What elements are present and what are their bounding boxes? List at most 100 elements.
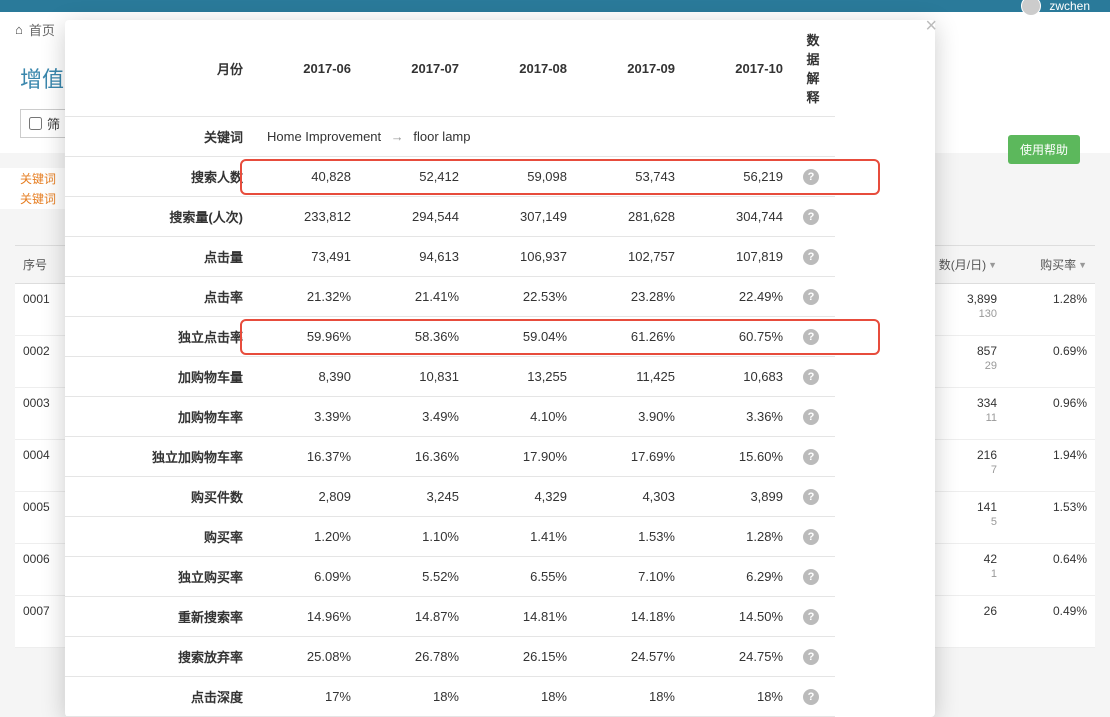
row-label: 购买件数	[65, 477, 255, 517]
row-value: 11,425	[579, 357, 687, 397]
row-seq: 0002	[15, 344, 65, 358]
th-col: 2017-06	[255, 20, 363, 117]
row-value: 6.55%	[471, 557, 579, 597]
row-label: 独立加购物车率	[65, 437, 255, 477]
th-month: 月份	[65, 20, 255, 117]
help-icon[interactable]: ?	[803, 489, 819, 505]
row-value: 53,743	[579, 157, 687, 197]
modal-data-row: 独立点击率59.96%58.36%59.04%61.26%60.75%?	[65, 317, 935, 357]
sort-icon: ▼	[988, 260, 997, 270]
home-icon[interactable]: ⌂	[15, 22, 23, 37]
row-label: 点击量	[65, 237, 255, 277]
row-label: 加购物车量	[65, 357, 255, 397]
breadcrumb-home[interactable]: 首页	[29, 20, 55, 39]
row-value: 17%	[255, 677, 363, 717]
row-value: 8,390	[255, 357, 363, 397]
row-value: 7.10%	[579, 557, 687, 597]
row-value: 60.75%	[687, 317, 795, 357]
keyword-row: 关键词 Home Improvement → floor lamp	[65, 117, 935, 157]
help-icon[interactable]: ?	[803, 689, 819, 705]
modal-data-row: 点击深度17%18%18%18%18%?	[65, 677, 935, 717]
row-help: ?	[795, 397, 835, 437]
row-help: ?	[795, 557, 835, 597]
row-rate: 0.64%	[1005, 552, 1095, 580]
help-icon[interactable]: ?	[803, 249, 819, 265]
row-label: 搜索量(人次)	[65, 197, 255, 237]
help-icon[interactable]: ?	[803, 649, 819, 665]
row-value: 22.49%	[687, 277, 795, 317]
help-icon[interactable]: ?	[803, 369, 819, 385]
bg-th-seq[interactable]: 序号	[15, 246, 65, 283]
row-label: 点击深度	[65, 677, 255, 717]
row-value: 21.41%	[363, 277, 471, 317]
topbar	[0, 0, 1110, 12]
help-icon[interactable]: ?	[803, 409, 819, 425]
help-icon[interactable]: ?	[803, 569, 819, 585]
row-help: ?	[795, 597, 835, 637]
row-value: 52,412	[363, 157, 471, 197]
modal-data-row: 点击量73,49194,613106,937102,757107,819?	[65, 237, 935, 277]
row-value: 16.37%	[255, 437, 363, 477]
row-value: 3.49%	[363, 397, 471, 437]
row-seq: 0007	[15, 604, 65, 618]
row-value: 73,491	[255, 237, 363, 277]
th-col: 2017-08	[471, 20, 579, 117]
row-value: 16.36%	[363, 437, 471, 477]
row-value: 4,329	[471, 477, 579, 517]
row-rate: 0.49%	[1005, 604, 1095, 618]
help-icon[interactable]: ?	[803, 529, 819, 545]
row-label: 加购物车率	[65, 397, 255, 437]
row-help: ?	[795, 477, 835, 517]
modal-data-row: 点击率21.32%21.41%22.53%23.28%22.49%?	[65, 277, 935, 317]
filter-checkbox[interactable]	[29, 117, 42, 130]
data-modal: × 月份 2017-06 2017-07 2017-08 2017-09 201…	[65, 20, 935, 717]
row-label: 购买率	[65, 517, 255, 557]
row-value: 102,757	[579, 237, 687, 277]
row-value: 14.87%	[363, 597, 471, 637]
row-value: 24.57%	[579, 637, 687, 677]
row-value: 15.60%	[687, 437, 795, 477]
help-icon[interactable]: ?	[803, 609, 819, 625]
row-value: 61.26%	[579, 317, 687, 357]
row-value: 59.96%	[255, 317, 363, 357]
row-help: ?	[795, 237, 835, 277]
help-icon[interactable]: ?	[803, 209, 819, 225]
modal-data-row: 重新搜索率14.96%14.87%14.81%14.18%14.50%?	[65, 597, 935, 637]
th-col: 2017-09	[579, 20, 687, 117]
help-icon[interactable]: ?	[803, 169, 819, 185]
row-rate: 0.96%	[1005, 396, 1095, 424]
row-value: 25.08%	[255, 637, 363, 677]
row-value: 233,812	[255, 197, 363, 237]
row-value: 2,809	[255, 477, 363, 517]
help-icon[interactable]: ?	[803, 329, 819, 345]
filter-checkbox-wrap[interactable]: 筛	[20, 109, 69, 138]
row-label: 重新搜索率	[65, 597, 255, 637]
close-icon[interactable]: ×	[925, 15, 937, 38]
row-value: 3.39%	[255, 397, 363, 437]
row-value: 5.52%	[363, 557, 471, 597]
row-value: 22.53%	[471, 277, 579, 317]
help-icon[interactable]: ?	[803, 449, 819, 465]
row-label: 搜索放弃率	[65, 637, 255, 677]
row-seq: 0003	[15, 396, 65, 410]
row-value: 94,613	[363, 237, 471, 277]
help-button[interactable]: 使用帮助	[1008, 135, 1080, 164]
row-value: 40,828	[255, 157, 363, 197]
row-value: 14.18%	[579, 597, 687, 637]
help-icon[interactable]: ?	[803, 289, 819, 305]
username[interactable]: zwchen	[1049, 0, 1090, 13]
row-help: ?	[795, 197, 835, 237]
row-value: 14.50%	[687, 597, 795, 637]
modal-data-row: 独立购买率6.09%5.52%6.55%7.10%6.29%?	[65, 557, 935, 597]
sort-icon: ▼	[1078, 260, 1087, 270]
row-seq: 0001	[15, 292, 65, 306]
bg-th-rate[interactable]: 购买率 ▼	[1005, 246, 1095, 283]
row-rate: 1.94%	[1005, 448, 1095, 476]
row-value: 17.90%	[471, 437, 579, 477]
row-value: 13,255	[471, 357, 579, 397]
filter-label: 筛	[47, 114, 60, 133]
row-value: 21.32%	[255, 277, 363, 317]
row-value: 106,937	[471, 237, 579, 277]
row-value: 17.69%	[579, 437, 687, 477]
row-value: 10,831	[363, 357, 471, 397]
